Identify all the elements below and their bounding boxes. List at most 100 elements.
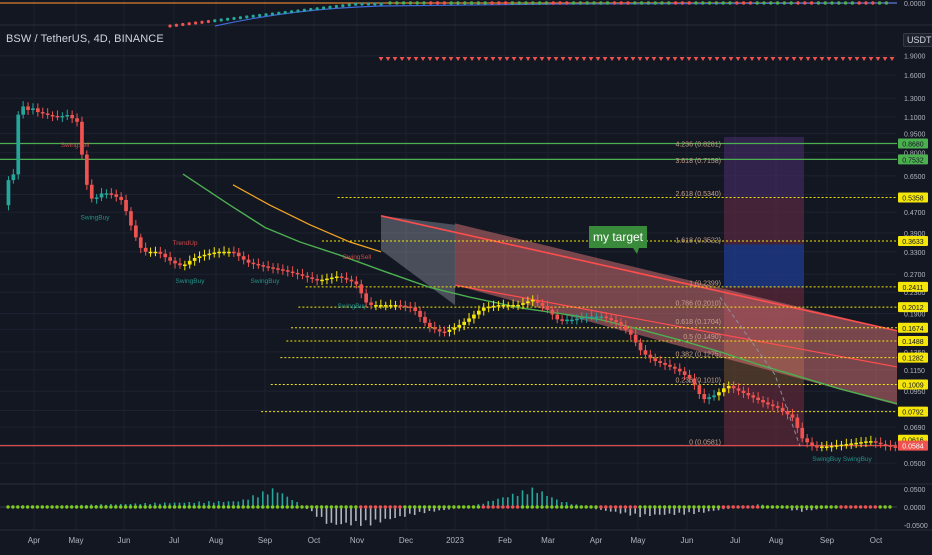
oscillator-dot bbox=[471, 505, 476, 509]
oscillator-dot bbox=[844, 505, 848, 509]
top-signal-dot bbox=[857, 1, 861, 5]
oscillator-dot bbox=[756, 505, 760, 509]
candle-body bbox=[285, 270, 290, 272]
price-level-badge bbox=[898, 322, 928, 333]
sell-triangle bbox=[455, 57, 461, 61]
sell-triangle bbox=[826, 57, 832, 61]
oscillator-dot bbox=[863, 505, 868, 509]
top-signal-dot bbox=[775, 1, 780, 5]
oscillator-dot bbox=[368, 505, 373, 509]
oscillator-dot bbox=[153, 505, 157, 509]
candle-body bbox=[114, 194, 119, 197]
top-signal-dot bbox=[633, 1, 637, 5]
candle-body bbox=[364, 293, 368, 303]
top-signal-dot bbox=[537, 1, 542, 5]
candle-body bbox=[178, 263, 182, 266]
candle-body bbox=[481, 307, 486, 311]
top-signal-dot bbox=[334, 4, 338, 9]
oscillator-dot bbox=[525, 505, 530, 509]
top-signal-dot bbox=[565, 1, 569, 5]
top-pane-tick-label: 0.0000 bbox=[904, 1, 926, 8]
oscillator-dot bbox=[133, 505, 138, 509]
oscillator-dot bbox=[236, 505, 240, 509]
top-signal-dot bbox=[264, 13, 268, 17]
sell-triangle bbox=[644, 57, 650, 61]
candle-body bbox=[766, 402, 770, 405]
candle-body bbox=[393, 305, 398, 307]
oscillator-dot bbox=[555, 505, 559, 509]
candle-body bbox=[722, 388, 726, 393]
x-axis-tick-label: Sep bbox=[258, 536, 273, 545]
oscillator-dot bbox=[25, 505, 30, 509]
quote-currency-badge[interactable]: USDT bbox=[903, 33, 932, 47]
sell-triangle bbox=[469, 57, 475, 61]
oscillator-dot bbox=[452, 505, 456, 509]
top-signal-dot bbox=[415, 1, 419, 5]
candle-body bbox=[687, 374, 692, 379]
oscillator-dot bbox=[84, 505, 89, 509]
candle-body bbox=[677, 368, 682, 372]
candle-body bbox=[99, 193, 104, 198]
sell-triangle bbox=[756, 57, 762, 61]
candle-body bbox=[521, 303, 525, 305]
oscillator-dot bbox=[70, 505, 74, 509]
top-signal-dot bbox=[194, 21, 198, 25]
oscillator-dot bbox=[403, 505, 407, 509]
candle-body bbox=[330, 277, 334, 280]
top-signal-dot bbox=[673, 1, 678, 5]
x-axis-tick-label: Jul bbox=[169, 536, 179, 545]
top-signal-dot bbox=[830, 1, 834, 5]
top-signal-dot bbox=[639, 1, 644, 5]
candle-body bbox=[50, 114, 55, 117]
oscillator-dot bbox=[128, 505, 133, 509]
candle-body bbox=[800, 427, 805, 439]
oscillator-dot bbox=[633, 505, 637, 509]
oscillator-dot bbox=[437, 505, 441, 509]
candle-body bbox=[785, 411, 790, 415]
oscillator-dot bbox=[378, 505, 383, 509]
fib-level-label: 0 (0.0581) bbox=[689, 439, 721, 446]
sell-triangle bbox=[399, 57, 405, 61]
candle-body bbox=[726, 386, 731, 389]
oscillator-dot bbox=[231, 505, 236, 509]
oscillator-dot bbox=[432, 505, 436, 509]
oscillator-dot bbox=[60, 505, 64, 509]
oscillator-dot bbox=[65, 505, 69, 509]
oscillator-dot bbox=[50, 505, 54, 509]
price-level-badge-text: 0.2012 bbox=[902, 305, 924, 312]
oscillator-dot bbox=[319, 505, 324, 509]
channel-top-line bbox=[380, 215, 898, 332]
sell-triangle bbox=[742, 57, 748, 61]
oscillator-dot bbox=[692, 505, 696, 509]
candle-body bbox=[790, 414, 795, 418]
sell-triangle bbox=[847, 57, 853, 61]
candle-body bbox=[11, 174, 16, 181]
candle-body bbox=[849, 443, 854, 445]
sell-triangle bbox=[791, 57, 797, 61]
sell-triangle bbox=[854, 57, 860, 61]
oscillator-dot bbox=[584, 505, 588, 509]
price-axis-tick-label: 0.2300 bbox=[904, 290, 926, 297]
candle-body bbox=[795, 417, 800, 428]
sell-triangle bbox=[434, 57, 440, 61]
candle-body bbox=[70, 114, 74, 119]
oscillator-dot bbox=[515, 505, 520, 509]
candle-body bbox=[418, 310, 422, 317]
oscillator-dot bbox=[609, 505, 613, 509]
top-signal-dot bbox=[219, 18, 223, 22]
oscillator-dot bbox=[143, 505, 147, 509]
candle-body bbox=[168, 257, 172, 261]
candle-body bbox=[16, 114, 21, 175]
candle-body bbox=[158, 251, 163, 254]
top-signal-dot bbox=[803, 1, 807, 5]
sell-triangle bbox=[616, 57, 622, 61]
top-blue-curve bbox=[214, 2, 898, 27]
candle-body bbox=[217, 251, 221, 254]
candle-body bbox=[472, 314, 476, 319]
x-axis-tick-label: Sep bbox=[820, 536, 835, 545]
candle-body bbox=[530, 299, 535, 302]
oscillator-dot bbox=[177, 505, 182, 509]
top-signal-dot bbox=[168, 24, 172, 28]
